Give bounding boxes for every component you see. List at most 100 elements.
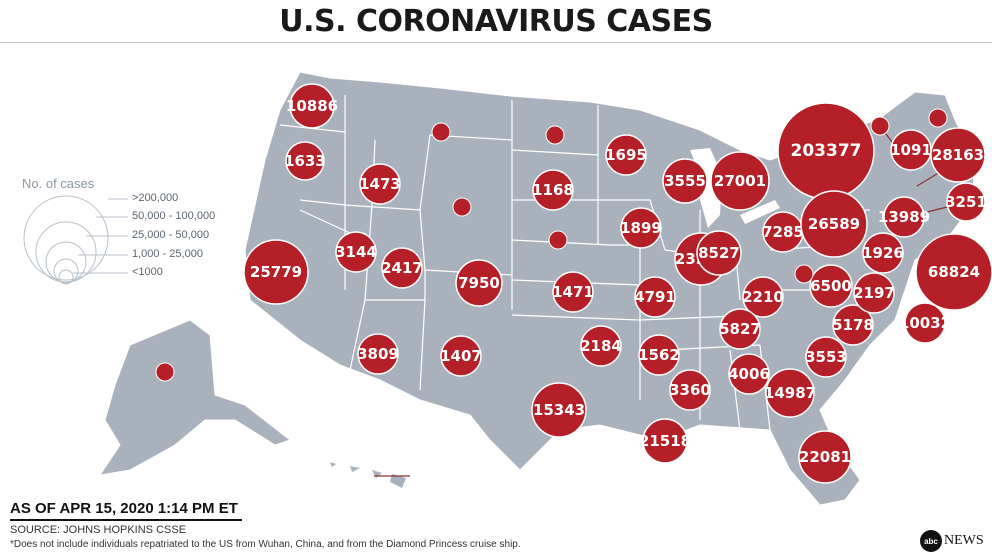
case-bubble: 1168 [532, 169, 574, 211]
bubble-count-label: 3144 [335, 243, 377, 261]
case-bubble: 2184 [580, 325, 622, 367]
bubble-count-label: 21518 [639, 432, 691, 450]
bubble-count-label: 1091 [890, 141, 932, 159]
case-bubble: 1926 [862, 232, 904, 274]
case-bubble: 1562 [638, 334, 680, 376]
bubble-circle [335, 231, 377, 273]
bubble-count-label: 5827 [719, 320, 761, 338]
bubble-count-label: 2184 [580, 337, 622, 355]
bubble-circle [809, 264, 853, 308]
bubble-count-label: 7950 [458, 274, 500, 292]
bubble-count-label: 1473 [359, 175, 401, 193]
bubble-circle [862, 232, 904, 274]
legend-label-over-200k: >200,000 [132, 192, 179, 204]
case-bubble: 4006 [728, 353, 770, 395]
bubble-circle [765, 368, 815, 418]
bubble-circle [642, 418, 688, 464]
case-bubble: 21518 [639, 418, 691, 464]
case-bubble: 1407 [440, 335, 482, 377]
bubble-count-label: 2210 [742, 288, 784, 306]
bubble-count-label: 26589 [808, 215, 860, 233]
case-bubble-small [545, 125, 565, 145]
legend-leaders [73, 198, 128, 274]
bubble-circle [620, 207, 662, 249]
case-bubble: 1471 [552, 271, 594, 313]
bubble-circle [719, 308, 761, 350]
bubble-circle [455, 259, 503, 307]
abc-logo-badge: abc [920, 530, 942, 552]
bubble-count-label: 7285 [762, 223, 804, 241]
page-title: U.S. CORONAVIRUS CASES [279, 4, 713, 39]
case-bubble: 2210 [742, 276, 784, 318]
bubble-count-label: 10886 [286, 97, 338, 115]
bubble-count-label: 4791 [634, 288, 676, 306]
case-bubble: 7285 [762, 211, 804, 253]
bubble-circle [883, 196, 925, 238]
case-bubble: 3809 [357, 333, 399, 375]
bubble-circle [669, 369, 711, 411]
bubble-circle [662, 158, 708, 204]
bubble-circle [285, 141, 325, 181]
bubble-count-label: 3555 [664, 172, 706, 190]
case-bubble-small [155, 362, 175, 382]
lake-erie [740, 200, 780, 224]
bubble-count-label: 28163 [932, 146, 984, 164]
case-bubble: 28163 [930, 127, 986, 183]
bubble-circle [440, 335, 482, 377]
bubble-count-label: 8527 [698, 244, 740, 262]
bubble-circle [605, 134, 647, 176]
bubble-count-label: 27001 [714, 172, 766, 190]
bubble-count-label: 15343 [533, 401, 585, 419]
bubble-circle [634, 276, 676, 318]
bubble-circle [915, 233, 992, 311]
bubble-count-label: 6500 [810, 277, 852, 295]
bubble-circle [696, 230, 742, 276]
bubble-circle [580, 325, 622, 367]
source-credit: SOURCE: JOHNS HOPKINS CSSE [10, 524, 187, 536]
case-bubble: 26589 [800, 190, 868, 258]
footnote: *Does not include individuals repatriate… [10, 539, 521, 550]
bubble-count-label: 1168 [532, 181, 574, 199]
bubble-circle [452, 197, 472, 217]
legend-rings [23, 195, 109, 285]
case-bubble-small [870, 116, 890, 136]
bubble-count-label: 1926 [862, 244, 904, 262]
case-bubble-small [928, 108, 948, 128]
bubble-circle [155, 362, 175, 382]
bubble-count-label: 3553 [805, 348, 847, 366]
bubble-circle [431, 122, 451, 142]
bubble-count-label: 2417 [381, 259, 423, 277]
bubble-circle [928, 108, 948, 128]
case-bubble: 14987 [764, 368, 816, 418]
case-bubble: 68824 [915, 233, 992, 311]
case-bubble-small [548, 230, 568, 250]
legend-label-under-1k: <1000 [132, 266, 163, 278]
bubble-circle [531, 382, 587, 438]
case-bubble: 3555 [662, 158, 708, 204]
legend-label-25k-50k: 25,000 - 50,000 [132, 229, 210, 241]
bubble-count-label: 13989 [878, 208, 930, 226]
case-bubble: 25779 [243, 239, 309, 305]
case-bubble: 3144 [335, 231, 377, 273]
case-bubble: 1899 [620, 207, 662, 249]
bubble-count-label: 1562 [638, 346, 680, 364]
bubble-count-label: 1695 [605, 146, 647, 164]
bubble-circle [853, 272, 895, 314]
bubble-circle [359, 163, 401, 205]
case-bubble: 4791 [634, 276, 676, 318]
bubble-count-label: 68824 [928, 263, 980, 281]
bubble-count-label: 14987 [764, 384, 816, 402]
bubble-count-label: 203377 [791, 141, 862, 161]
bubble-count-label: 22081 [799, 448, 851, 466]
case-bubble: 6500 [809, 264, 853, 308]
bubble-count-label: 3251 [945, 193, 987, 211]
legend-title: No. of cases [22, 176, 95, 191]
bubble-circle [357, 333, 399, 375]
case-bubble: 1633 [284, 141, 326, 181]
case-bubble: 1091 [890, 129, 932, 171]
bubble-circle [832, 304, 874, 346]
bubble-circle [794, 264, 814, 284]
case-bubble: 13989 [878, 196, 930, 238]
